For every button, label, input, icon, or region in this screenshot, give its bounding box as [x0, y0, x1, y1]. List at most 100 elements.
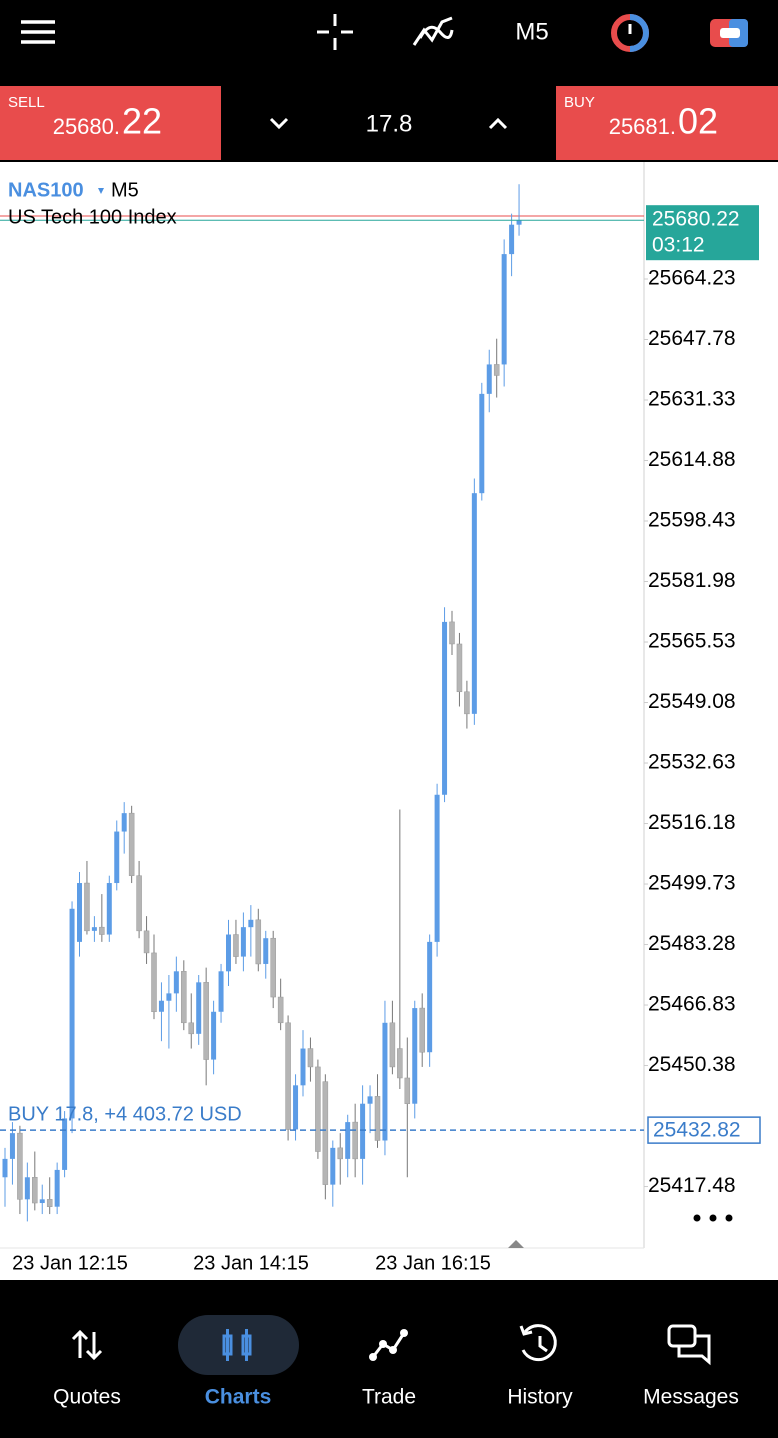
plot: 25664.23 25647.78 25631.33 25614.88 25598.43… [0, 184, 761, 1274]
messages-icon [667, 1324, 711, 1366]
nav-tab[interactable]: Trade [362, 1386, 416, 1409]
chart-timeframe: M5 [111, 179, 139, 201]
more-button[interactable] [693, 1214, 733, 1222]
candle-body [315, 1066, 321, 1152]
candle-body [397, 1048, 403, 1079]
candle-body [203, 982, 209, 1060]
candle-body [442, 621, 448, 795]
candle-body [188, 1022, 194, 1035]
candle-body [464, 691, 470, 715]
candle-body [300, 1048, 306, 1086]
candle-body [62, 1118, 68, 1170]
bottom-nav [0, 1280, 778, 1433]
y-tick-label: 25483.28 [648, 932, 736, 955]
y-tick-label: 25565.53 [648, 630, 736, 653]
symbol-dropdown[interactable] [98, 188, 104, 194]
candle-body [196, 982, 202, 1034]
candle-body [456, 643, 463, 693]
candle-body [382, 1022, 388, 1141]
candle-body [240, 927, 246, 957]
nav-tab[interactable]: Messages [643, 1386, 739, 1409]
charts-icon [222, 1329, 252, 1361]
chart-background [0, 162, 778, 1280]
candle-body [330, 1147, 336, 1185]
candle-body [322, 1081, 329, 1185]
candle-body [114, 831, 120, 884]
candle-body [434, 794, 440, 942]
scroll-handle[interactable] [508, 1240, 524, 1248]
candle-body [106, 883, 112, 935]
candle-body [17, 1132, 23, 1200]
sell-price-big: 22 [122, 101, 162, 142]
candle-body [419, 1007, 425, 1053]
quotes-icon [71, 1329, 103, 1361]
candle-body [69, 908, 75, 1119]
candle-body [427, 941, 433, 1053]
x-tick-label: 23 Jan 12:15 [12, 1252, 128, 1274]
nav-tab[interactable]: Charts [205, 1386, 272, 1409]
candle-body [166, 993, 172, 1001]
position-price-box [647, 1116, 761, 1144]
candle-body [471, 493, 477, 714]
candle-body [516, 220, 522, 225]
candle-body [158, 1000, 164, 1012]
crosshair-button[interactable] [317, 14, 353, 50]
last-price-label: 25680.22 [652, 208, 740, 231]
candle-body [263, 938, 269, 964]
active-tab-bg [178, 1315, 299, 1375]
candle-body [277, 996, 284, 1024]
candle-body [151, 952, 157, 1013]
candle-body [285, 1022, 291, 1130]
candle-body [345, 1122, 351, 1159]
candle-body [270, 937, 276, 998]
nav-tab[interactable]: Quotes [53, 1386, 121, 1409]
nav-tab[interactable]: History [507, 1386, 573, 1409]
candle-body [2, 1158, 8, 1178]
candle-body [99, 926, 105, 935]
symbol[interactable]: NAS100 [8, 179, 84, 201]
buy-button[interactable] [556, 86, 778, 160]
buy-price-big: 02 [678, 101, 718, 142]
candle-body [46, 1199, 53, 1207]
candle-body [449, 621, 455, 645]
candle-body [233, 934, 239, 957]
y-tick-label: 25549.08 [648, 690, 736, 713]
position-label[interactable]: BUY 17.8, +4 403.72 USD [8, 1103, 242, 1125]
buy-price: 25681. [609, 114, 676, 139]
sell-button[interactable] [0, 86, 221, 160]
indicators-button[interactable] [412, 16, 454, 46]
candle-body [121, 813, 127, 832]
candle-body [9, 1133, 15, 1159]
candle-body [136, 875, 142, 932]
candle-body [337, 1147, 343, 1160]
one-click-button[interactable] [710, 19, 748, 47]
candle-body [367, 1096, 373, 1104]
candle-body [389, 1022, 396, 1068]
timeframe-button[interactable]: M5 [515, 18, 548, 45]
candle-body [173, 971, 179, 994]
candle-body [412, 1008, 418, 1104]
y-tick-label: 25450.38 [648, 1053, 736, 1076]
y-tick-label: 25499.73 [648, 872, 736, 895]
candle-body [352, 1121, 358, 1160]
y-tick-label: 25614.88 [648, 448, 736, 471]
volume-up[interactable] [488, 117, 508, 130]
candle-body [248, 919, 254, 928]
candle-body [293, 1085, 299, 1130]
menu-button[interactable] [21, 20, 55, 44]
candle-body [226, 934, 231, 972]
trade-clock-button[interactable] [611, 14, 649, 52]
sell-price: 25680. [53, 114, 120, 139]
y-tick-label: 25532.63 [648, 751, 736, 774]
y-tick-label: 25647.78 [648, 327, 736, 350]
y-tick-label: 25516.18 [648, 811, 736, 834]
history-icon [519, 1324, 557, 1362]
y-tick-label: 25598.43 [648, 509, 736, 532]
candle-body [486, 364, 492, 394]
volume-down[interactable] [269, 117, 289, 130]
candle-body [218, 971, 224, 1012]
candle-body [39, 1199, 45, 1204]
volume[interactable]: 17.8 [366, 110, 413, 137]
